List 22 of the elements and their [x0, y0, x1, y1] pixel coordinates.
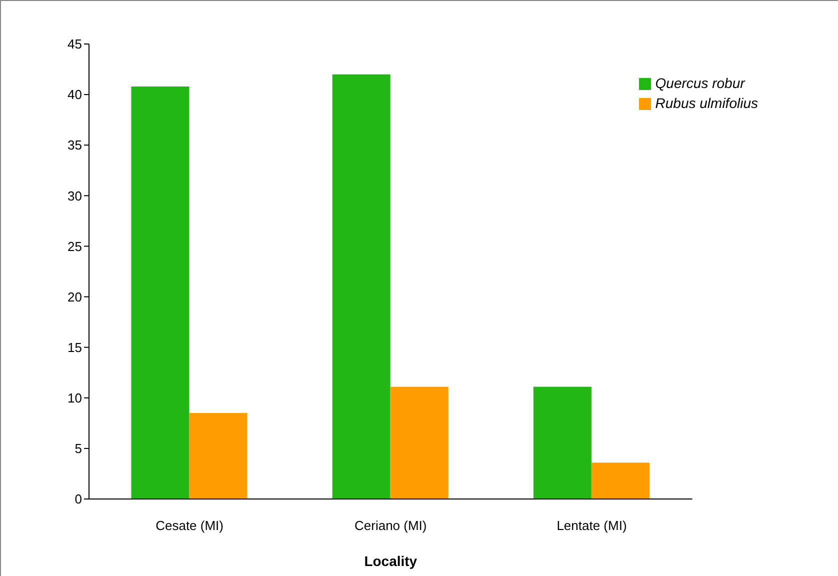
y-tick-label: 20 — [68, 289, 82, 304]
bar — [390, 386, 448, 499]
y-tick-label: 25 — [68, 238, 82, 254]
y-tick-label: 10 — [68, 390, 82, 406]
x-axis-title: Locality — [364, 553, 418, 569]
y-tick-label: 45 — [68, 36, 82, 52]
y-tick-label: 0 — [74, 492, 82, 507]
x-tick-label: Cesate (MI) — [156, 518, 224, 534]
y-tick-label: 5 — [74, 441, 82, 456]
bar — [533, 386, 592, 499]
legend-label: Quercus robur — [655, 75, 745, 91]
x-tick-label: Lentate (MI) — [556, 518, 627, 534]
legend-label: Rubus ulmifolius — [655, 95, 758, 111]
bar — [131, 86, 190, 499]
y-tick-label: 15 — [68, 340, 82, 355]
bar — [332, 74, 390, 499]
bar — [591, 462, 650, 499]
y-tick-label: 35 — [68, 138, 82, 153]
bar — [189, 413, 248, 499]
y-tick-label: 40 — [68, 87, 82, 102]
x-tick-label: Ceriano (MI) — [354, 518, 427, 534]
y-tick-label: 30 — [68, 188, 82, 204]
